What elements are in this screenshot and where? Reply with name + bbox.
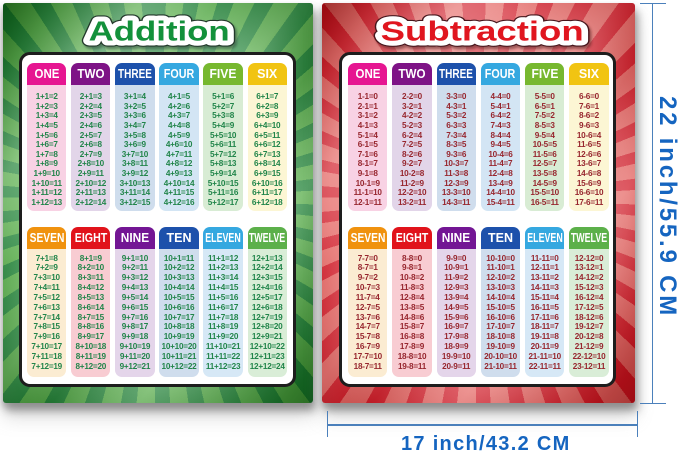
svg-text:Addition: Addition bbox=[89, 16, 230, 47]
svg-text:Subtraction: Subtraction bbox=[381, 16, 584, 47]
svg-text:Addition: Addition bbox=[89, 16, 230, 47]
svg-text:Subtraction: Subtraction bbox=[381, 16, 584, 47]
